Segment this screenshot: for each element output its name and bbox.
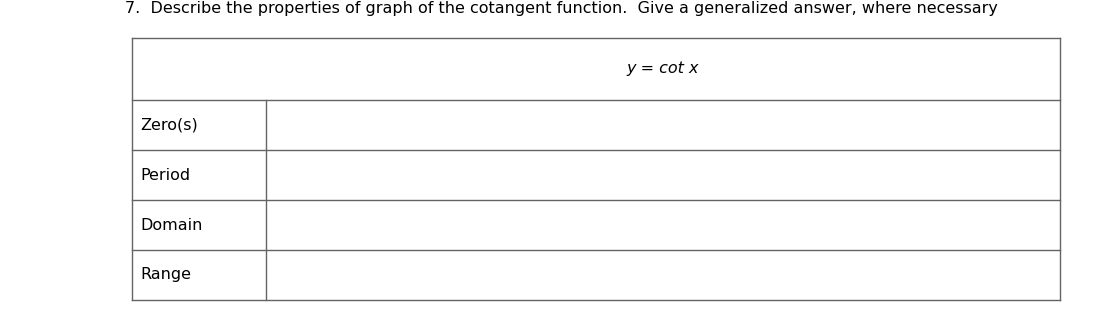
Text: Zero(s): Zero(s) bbox=[140, 117, 198, 132]
Text: Range: Range bbox=[140, 268, 191, 282]
Text: Domain: Domain bbox=[140, 218, 202, 232]
Text: y = cot x: y = cot x bbox=[626, 61, 699, 77]
Text: 7.  Describe the properties of graph of the cotangent function.  Give a generali: 7. Describe the properties of graph of t… bbox=[125, 1, 998, 16]
Text: Period: Period bbox=[140, 167, 190, 183]
